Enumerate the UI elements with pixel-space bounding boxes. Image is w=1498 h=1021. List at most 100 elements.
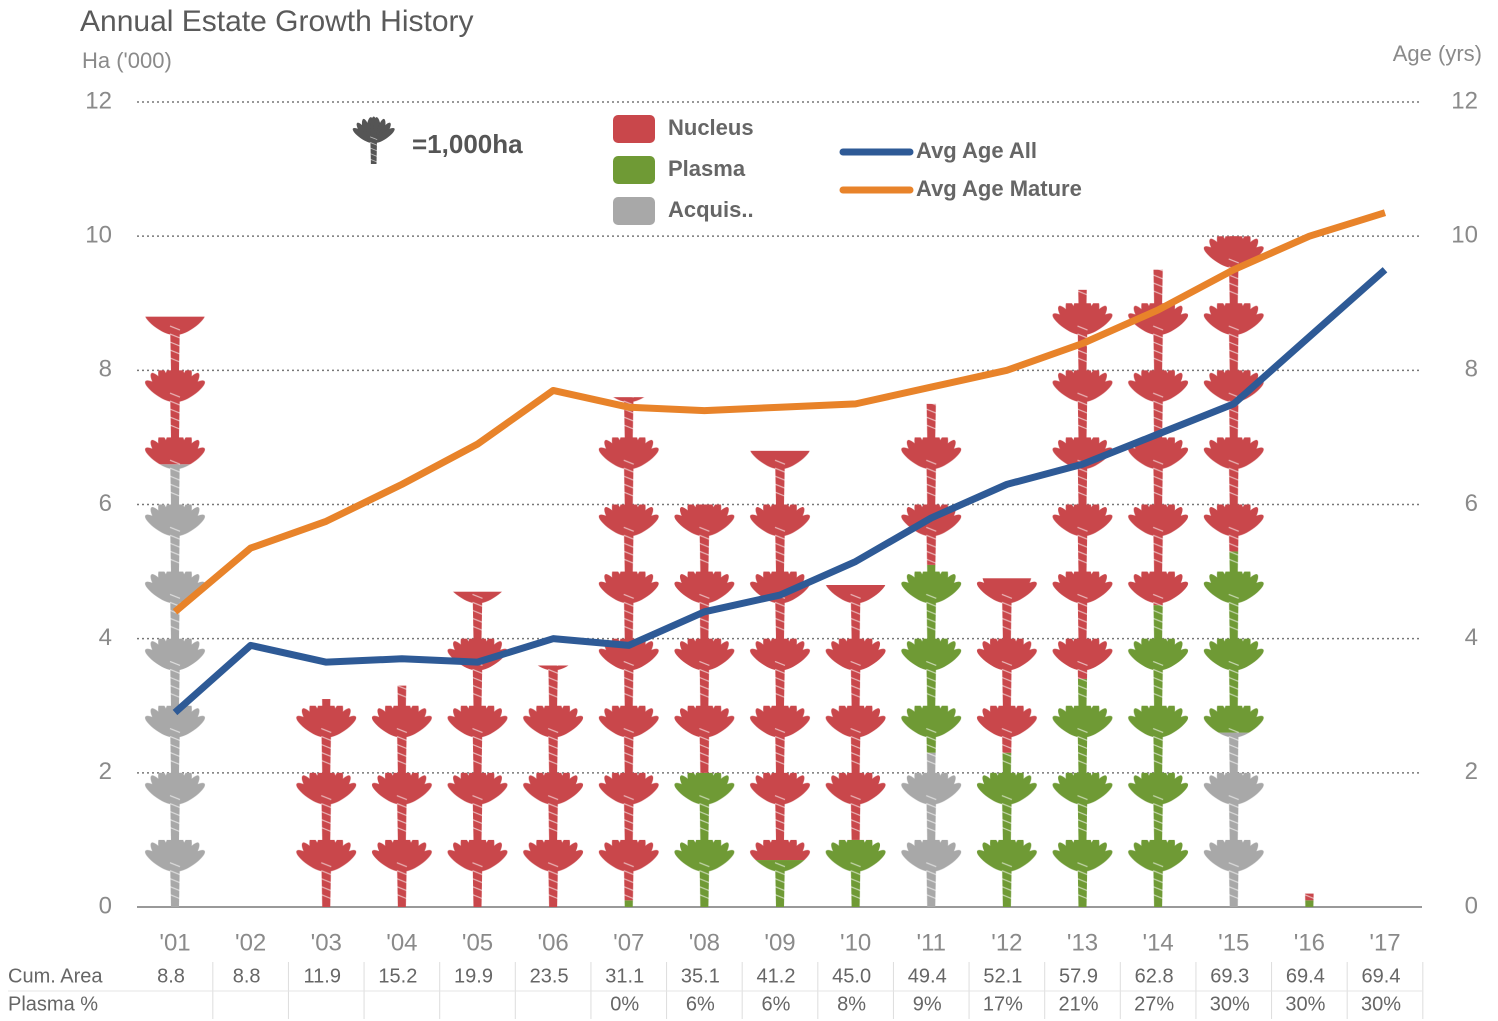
y-tick-label: 10 (85, 222, 112, 249)
y2-axis-title: Age (yrs) (1393, 41, 1482, 66)
bar-segment (1127, 605, 1190, 907)
x-tick-label: '04 (386, 929, 417, 956)
y-tick-label: 0 (99, 892, 112, 919)
y-tick-label: 12 (85, 87, 112, 114)
y-tick-label: 6 (99, 490, 112, 517)
bar-segment (900, 403, 963, 565)
bar-segment (1202, 732, 1265, 907)
legend-swatch (613, 197, 655, 225)
x-tick-label: '07 (613, 929, 644, 956)
table-row-label: Plasma % (8, 993, 98, 1015)
legend-swatch (613, 156, 655, 184)
x-tick-label: '01 (159, 929, 190, 956)
x-tick-label: '15 (1218, 929, 1249, 956)
table-cell: 8% (837, 993, 866, 1015)
table-cell: 19.9 (454, 965, 493, 987)
y-axis-title: Ha ('000) (82, 48, 172, 73)
table-cell: 69.4 (1286, 965, 1325, 987)
y-tick-label: 2 (99, 758, 112, 785)
bar-segment (522, 665, 585, 907)
table-cell: 69.4 (1362, 965, 1401, 987)
table-cell: 8.8 (233, 965, 261, 987)
bar-segment (1278, 893, 1341, 901)
legend-label: Acquis.. (668, 197, 754, 222)
icon-label: =1,000ha (412, 129, 523, 159)
palm-icon (352, 116, 395, 164)
x-tick-label: '12 (991, 929, 1022, 956)
table-cell: 11.9 (304, 965, 341, 987)
bar-segment (295, 699, 358, 907)
bar-segment (1051, 289, 1114, 679)
table-cell: 30% (1285, 993, 1325, 1015)
bar-segment (1202, 551, 1265, 733)
y2-tick-label: 0 (1465, 892, 1478, 919)
bar-segment (1278, 900, 1341, 907)
trunk-notch (370, 142, 378, 146)
bar-segment (1051, 678, 1114, 907)
table-cell: 35.1 (681, 965, 720, 987)
y2-tick-label: 8 (1465, 356, 1478, 383)
table-cell: 52.1 (983, 965, 1022, 987)
bar-segment (446, 591, 509, 907)
table-cell: 8.8 (157, 965, 185, 987)
bar-segment (749, 450, 811, 861)
table-cell: 17% (983, 993, 1023, 1015)
table-cell: 41.2 (757, 965, 796, 987)
legend-label: Avg Age All (916, 138, 1037, 163)
table-cell: 30% (1361, 993, 1401, 1015)
table-cell: 31.1 (605, 965, 644, 987)
x-tick-label: '05 (462, 929, 493, 956)
line-series (172, 209, 1387, 615)
y2-tick-label: 10 (1451, 222, 1478, 249)
trunk-notch (370, 136, 378, 141)
chart-title: Annual Estate Growth History (80, 5, 474, 38)
trunk-notch (370, 158, 378, 163)
table-cell: 62.8 (1135, 965, 1174, 987)
bar-segment (144, 464, 206, 907)
table-cell: 0% (610, 993, 639, 1015)
table-cell: 23.5 (530, 965, 569, 987)
x-tick-label: '10 (840, 929, 871, 956)
x-tick-label: '11 (917, 929, 947, 956)
y2-tick-label: 4 (1465, 624, 1478, 651)
legend-label: Avg Age Mature (916, 176, 1082, 201)
bar-segment (673, 504, 736, 773)
legend-label: Plasma (668, 156, 746, 181)
table-cell: 15.2 (378, 965, 417, 987)
y-tick-label: 4 (99, 624, 112, 651)
bar-segment (900, 564, 963, 753)
bar-segment (749, 860, 811, 907)
table-row-label: Cum. Area (8, 965, 103, 987)
bar-segment (824, 839, 887, 907)
bar-segment (1202, 236, 1265, 552)
table-cell: 21% (1058, 993, 1098, 1015)
y2-tick-label: 6 (1465, 490, 1478, 517)
y2-tick-label: 12 (1451, 87, 1478, 114)
trunk-notch (370, 147, 378, 152)
x-tick-label: '13 (1067, 929, 1098, 956)
x-tick-label: '06 (537, 929, 568, 956)
palm-frond (374, 127, 395, 143)
legend-swatch (613, 115, 655, 143)
table-cell: 6% (686, 993, 715, 1015)
x-tick-label: '02 (235, 929, 266, 956)
legend-label: Nucleus (668, 115, 754, 140)
bar-segment (144, 316, 206, 465)
bar-segment (673, 772, 736, 907)
y-tick-label: 8 (99, 356, 112, 383)
bar-segment (824, 585, 887, 840)
x-tick-label: '09 (764, 929, 795, 956)
table-cell: 49.4 (908, 965, 947, 987)
trunk-notch (370, 153, 378, 157)
bar-segment (597, 900, 660, 907)
bar-segment (975, 578, 1038, 753)
table-cell: 6% (762, 993, 791, 1015)
x-tick-label: '03 (311, 929, 342, 956)
x-tick-label: '16 (1294, 929, 1325, 956)
table-cell: 45.0 (832, 965, 871, 987)
bar-segment (975, 752, 1038, 907)
x-tick-label: '08 (689, 929, 720, 956)
bar-segment (370, 685, 433, 907)
table-cell: 69.3 (1210, 965, 1249, 987)
